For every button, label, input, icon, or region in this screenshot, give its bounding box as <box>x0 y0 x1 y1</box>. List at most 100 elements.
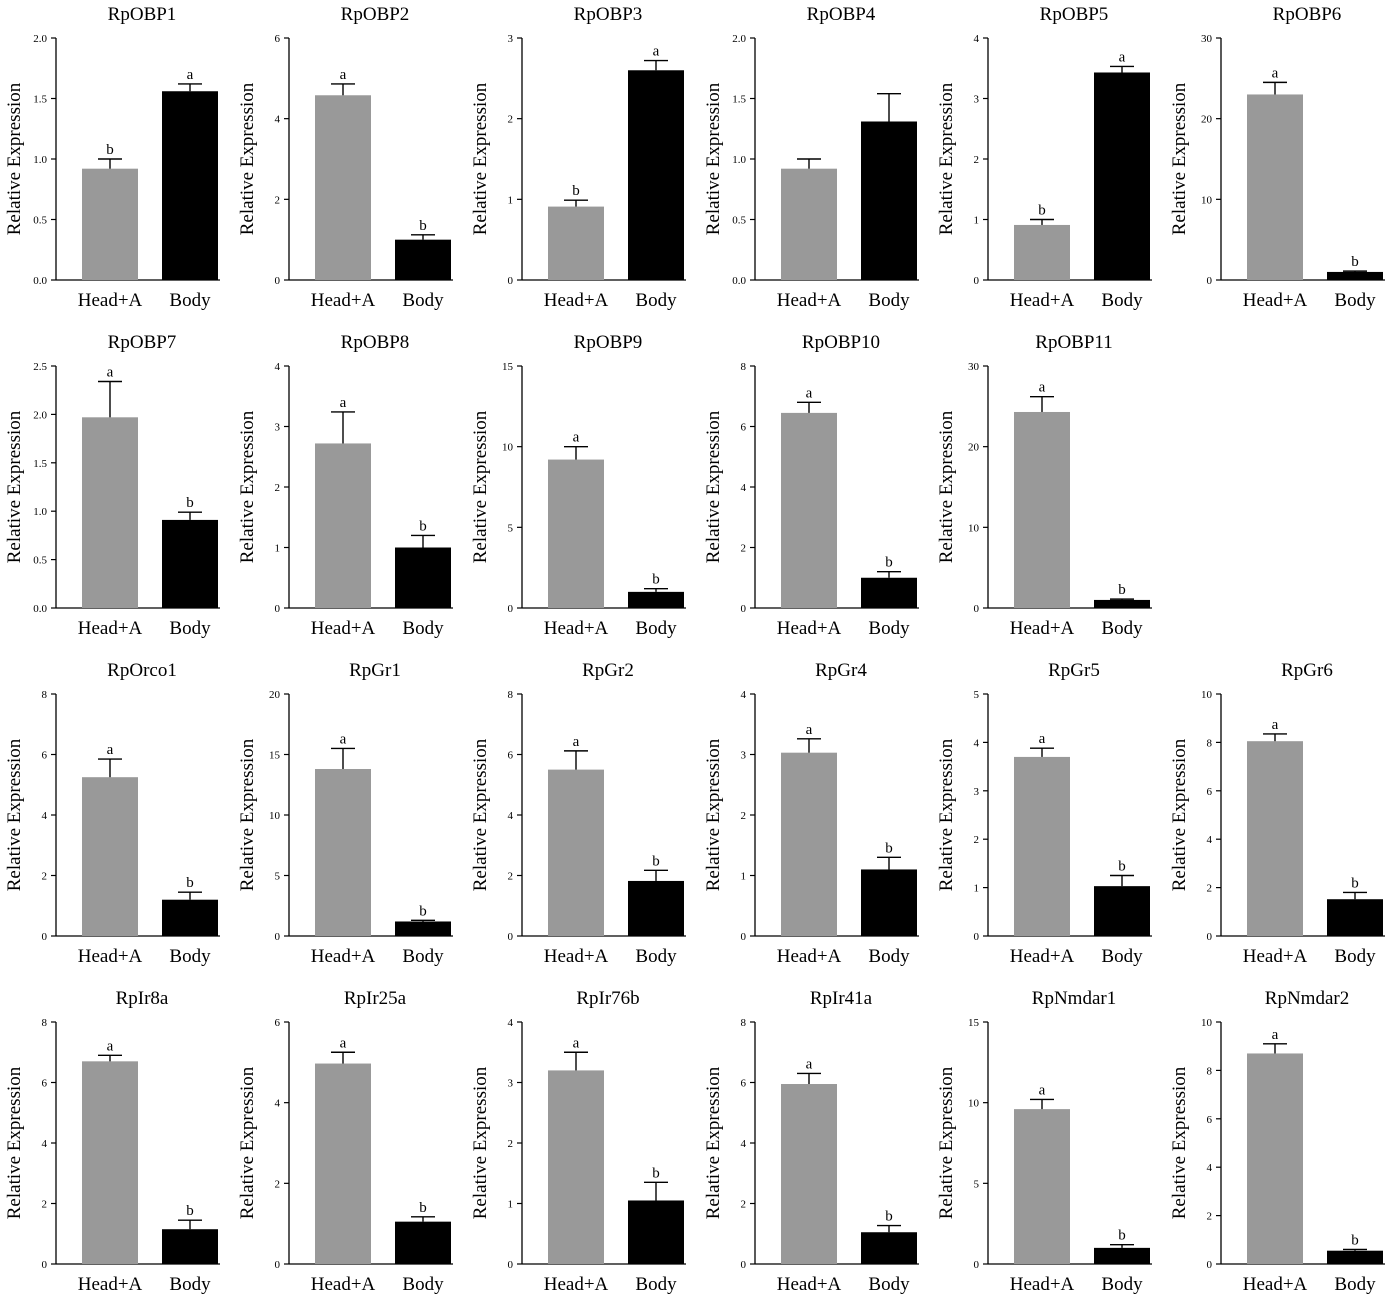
y-tick-label: 4 <box>741 1138 747 1150</box>
significance-letter: b <box>1118 859 1126 875</box>
y-tick-label: 4 <box>275 114 281 126</box>
y-tick-label: 30 <box>1201 33 1213 45</box>
y-tick-label: 4 <box>1207 1162 1213 1174</box>
significance-letter: b <box>186 1203 194 1219</box>
significance-letter: a <box>340 1035 347 1051</box>
significance-letter: a <box>340 395 347 411</box>
y-tick-label: 0 <box>275 1259 281 1271</box>
significance-letter: a <box>187 67 194 83</box>
significance-letter: a <box>1272 65 1279 81</box>
y-tick-label: 2 <box>1207 1211 1213 1223</box>
y-tick-label: 0 <box>974 931 980 943</box>
significance-letter: b <box>1351 254 1359 270</box>
x-category-label: Body <box>1334 1274 1376 1295</box>
chart-svg: RpOBP8 Relative Expression 0 1 2 3 4 a Head+A b Bo… <box>237 332 453 639</box>
x-category-label: Head+A <box>777 946 842 967</box>
y-tick-label: 0 <box>1207 931 1213 943</box>
chart-panel: RpIr76b Relative Expression 0 1 2 3 4 a Head+A b B… <box>466 984 699 1312</box>
y-axis-label: Relative Expression <box>1169 1066 1190 1219</box>
y-tick-label: 0 <box>741 1259 747 1271</box>
significance-letter: a <box>1039 1082 1046 1098</box>
y-tick-label: 2 <box>508 871 514 883</box>
bar-head-a <box>781 168 837 280</box>
y-tick-label: 2.0 <box>33 409 47 421</box>
bar-head-a <box>315 443 371 608</box>
chart-title: RpOBP2 <box>341 4 410 25</box>
y-tick-label: 15 <box>968 1017 980 1029</box>
bar-head-a <box>315 95 371 280</box>
x-category-label: Body <box>635 1274 677 1295</box>
x-category-label: Head+A <box>78 618 143 639</box>
bar-body <box>628 880 684 936</box>
y-tick-label: 6 <box>1207 1114 1213 1126</box>
y-tick-label: 8 <box>1207 1065 1213 1077</box>
y-tick-label: 2 <box>275 482 281 494</box>
x-category-label: Body <box>169 1274 211 1295</box>
x-category-label: Head+A <box>544 290 609 311</box>
x-category-label: Body <box>169 946 211 967</box>
x-category-label: Head+A <box>78 290 143 311</box>
y-axis-label: Relative Expression <box>4 738 25 891</box>
y-tick-label: 2 <box>275 1178 281 1190</box>
x-category-label: Head+A <box>1243 1274 1308 1295</box>
bar-body <box>1327 1250 1383 1264</box>
chart-panel: RpNmdar2 Relative Expression 0 2 4 6 8 10 a Head+… <box>1165 984 1398 1312</box>
y-axis-label: Relative Expression <box>470 82 491 235</box>
chart-title: RpIr25a <box>344 988 407 1009</box>
chart-title: RpIr41a <box>810 988 873 1009</box>
x-category-label: Body <box>402 946 444 967</box>
chart-svg: RpGr4 Relative Expression 0 1 2 3 4 a Head+A b Bod… <box>703 660 919 967</box>
chart-svg: RpNmdar2 Relative Expression 0 2 4 6 8 10 a Head+… <box>1169 988 1385 1295</box>
y-axis-label: Relative Expression <box>237 1066 258 1219</box>
bar-body <box>861 869 917 936</box>
y-tick-label: 0 <box>974 1259 980 1271</box>
chart-panel: RpIr25a Relative Expression 0 2 4 6 a Head+A b Bo… <box>233 984 466 1312</box>
y-tick-label: 0.0 <box>732 275 746 287</box>
bar-head-a <box>1247 1053 1303 1264</box>
chart-panel: RpGr5 Relative Expression 0 1 2 3 4 5 a Head+A b Bo… <box>932 656 1165 984</box>
chart-svg: RpOBP4 Relative Expression 0.0 0.5 1.0 1.5 2.0… <box>703 4 919 311</box>
x-category-label: Body <box>868 618 910 639</box>
y-tick-label: 0.0 <box>33 603 47 615</box>
y-tick-label: 8 <box>508 689 514 701</box>
bar-body <box>1327 899 1383 936</box>
y-tick-label: 5 <box>275 871 281 883</box>
chart-svg: RpOBP7 Relative Expression 0.0 0.5 1.0 1.5 2.0… <box>4 332 220 639</box>
y-tick-label: 6 <box>275 1017 281 1029</box>
y-tick-label: 0 <box>1207 1259 1213 1271</box>
significance-letter: a <box>1272 1027 1279 1043</box>
significance-letter: a <box>573 1035 580 1051</box>
chart-svg: RpOBP5 Relative Expression 0 1 2 3 4 b Head+A a Bo… <box>936 4 1152 311</box>
chart-panel: RpGr1 Relative Expression 0 5 10 15 20 a Head+A b… <box>233 656 466 984</box>
y-tick-label: 8 <box>741 1017 747 1029</box>
bar-body <box>628 591 684 608</box>
y-axis-label: Relative Expression <box>237 410 258 563</box>
significance-letter: b <box>885 1209 893 1225</box>
chart-svg: RpGr2 Relative Expression 0 2 4 6 8 a Head+A b Bod… <box>470 660 686 967</box>
significance-letter: a <box>107 742 114 758</box>
y-axis-label: Relative Expression <box>470 738 491 891</box>
significance-letter: a <box>653 44 660 60</box>
y-tick-label: 10 <box>1201 689 1213 701</box>
chart-title: RpOBP6 <box>1273 4 1342 25</box>
y-tick-label: 2 <box>741 543 747 555</box>
chart-svg: RpGr5 Relative Expression 0 1 2 3 4 5 a Head+A b Bo… <box>936 660 1152 967</box>
y-axis-label: Relative Expression <box>4 1066 25 1219</box>
bar-body <box>395 1221 451 1264</box>
x-category-label: Head+A <box>1243 290 1308 311</box>
bar-body <box>1094 72 1150 280</box>
y-tick-label: 4 <box>42 810 48 822</box>
bar-head-a <box>1247 741 1303 936</box>
y-tick-label: 4 <box>974 737 980 749</box>
x-category-label: Body <box>868 946 910 967</box>
y-tick-label: 4 <box>275 1098 281 1110</box>
y-tick-label: 20 <box>269 689 281 701</box>
x-category-label: Head+A <box>311 618 376 639</box>
chart-svg: RpOBP2 Relative Expression 0 2 4 6 a Head+A b Bod… <box>237 4 453 311</box>
y-tick-label: 8 <box>42 689 48 701</box>
y-tick-label: 0 <box>974 275 980 287</box>
bar-body <box>395 239 451 280</box>
y-tick-label: 2.0 <box>732 33 746 45</box>
y-tick-label: 2 <box>508 1138 514 1150</box>
